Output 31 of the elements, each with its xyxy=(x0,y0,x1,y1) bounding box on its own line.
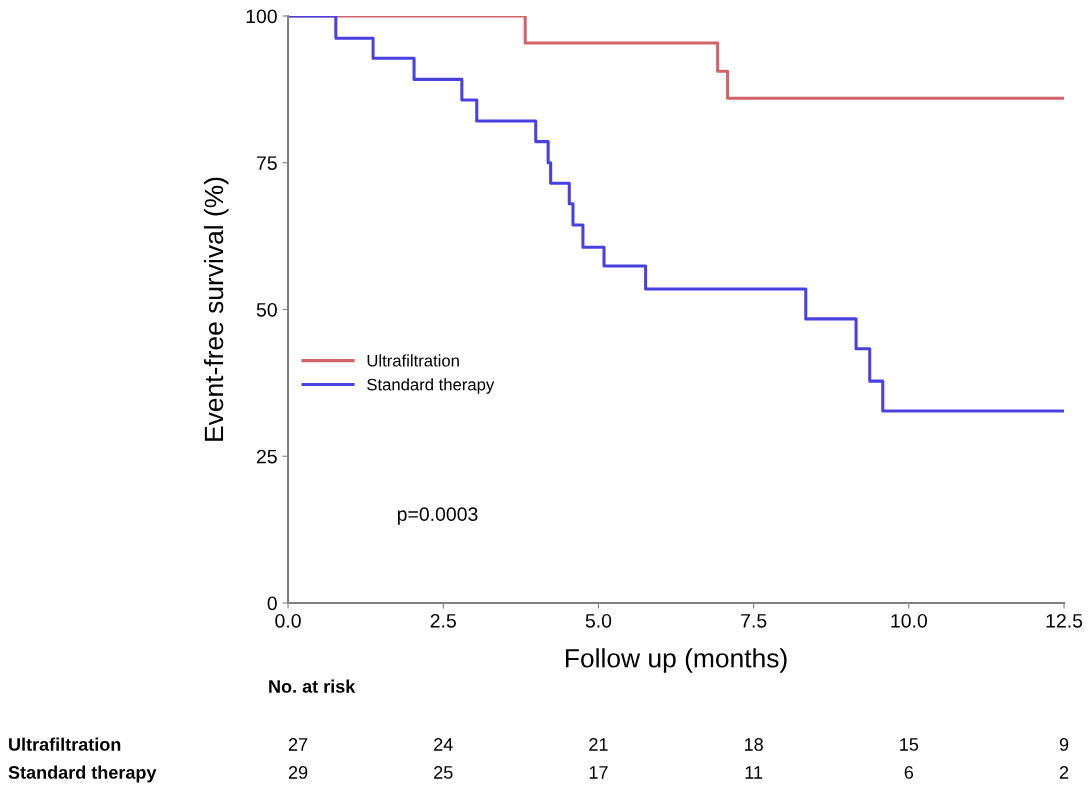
x-tick-label: 0.0 xyxy=(275,613,301,628)
y-tick-label: 25 xyxy=(256,449,277,464)
text: No. at risk xyxy=(269,679,356,693)
x-tick-label: 5.0 xyxy=(585,613,612,628)
y-axis-title: Event-free survival (%) xyxy=(203,177,229,441)
legend-label: Standard therapy xyxy=(367,378,495,394)
text: 2 xyxy=(1059,766,1069,779)
text: 15 xyxy=(900,738,919,751)
text: 11 xyxy=(745,766,763,779)
x-tick-label: 12.5 xyxy=(1046,613,1083,628)
y-tick-label: 0 xyxy=(267,596,277,611)
x-tick-label: 7.5 xyxy=(741,614,767,628)
text: 6 xyxy=(904,766,914,779)
y-tick-label: 75 xyxy=(256,156,277,170)
text: 18 xyxy=(744,738,763,751)
text: 24 xyxy=(434,738,453,751)
annotation: p=0.0003 xyxy=(397,507,478,525)
text: 27 xyxy=(288,738,308,751)
text: Standard therapy xyxy=(8,765,157,783)
legend-label: Ultrafiltration xyxy=(367,354,459,367)
text: 9 xyxy=(1059,738,1069,751)
text: 21 xyxy=(589,738,608,751)
x-axis-title: Follow up (months) xyxy=(566,648,787,673)
text: Ultrafiltration xyxy=(9,737,121,751)
text: 25 xyxy=(434,766,453,779)
x-tick-label: 2.5 xyxy=(430,613,456,628)
text: 29 xyxy=(288,766,308,779)
x-tick-label: 10.0 xyxy=(891,613,927,628)
y-tick-label: 50 xyxy=(256,302,277,317)
text: 17 xyxy=(589,766,608,779)
y-tick-label: 100 xyxy=(246,9,277,24)
